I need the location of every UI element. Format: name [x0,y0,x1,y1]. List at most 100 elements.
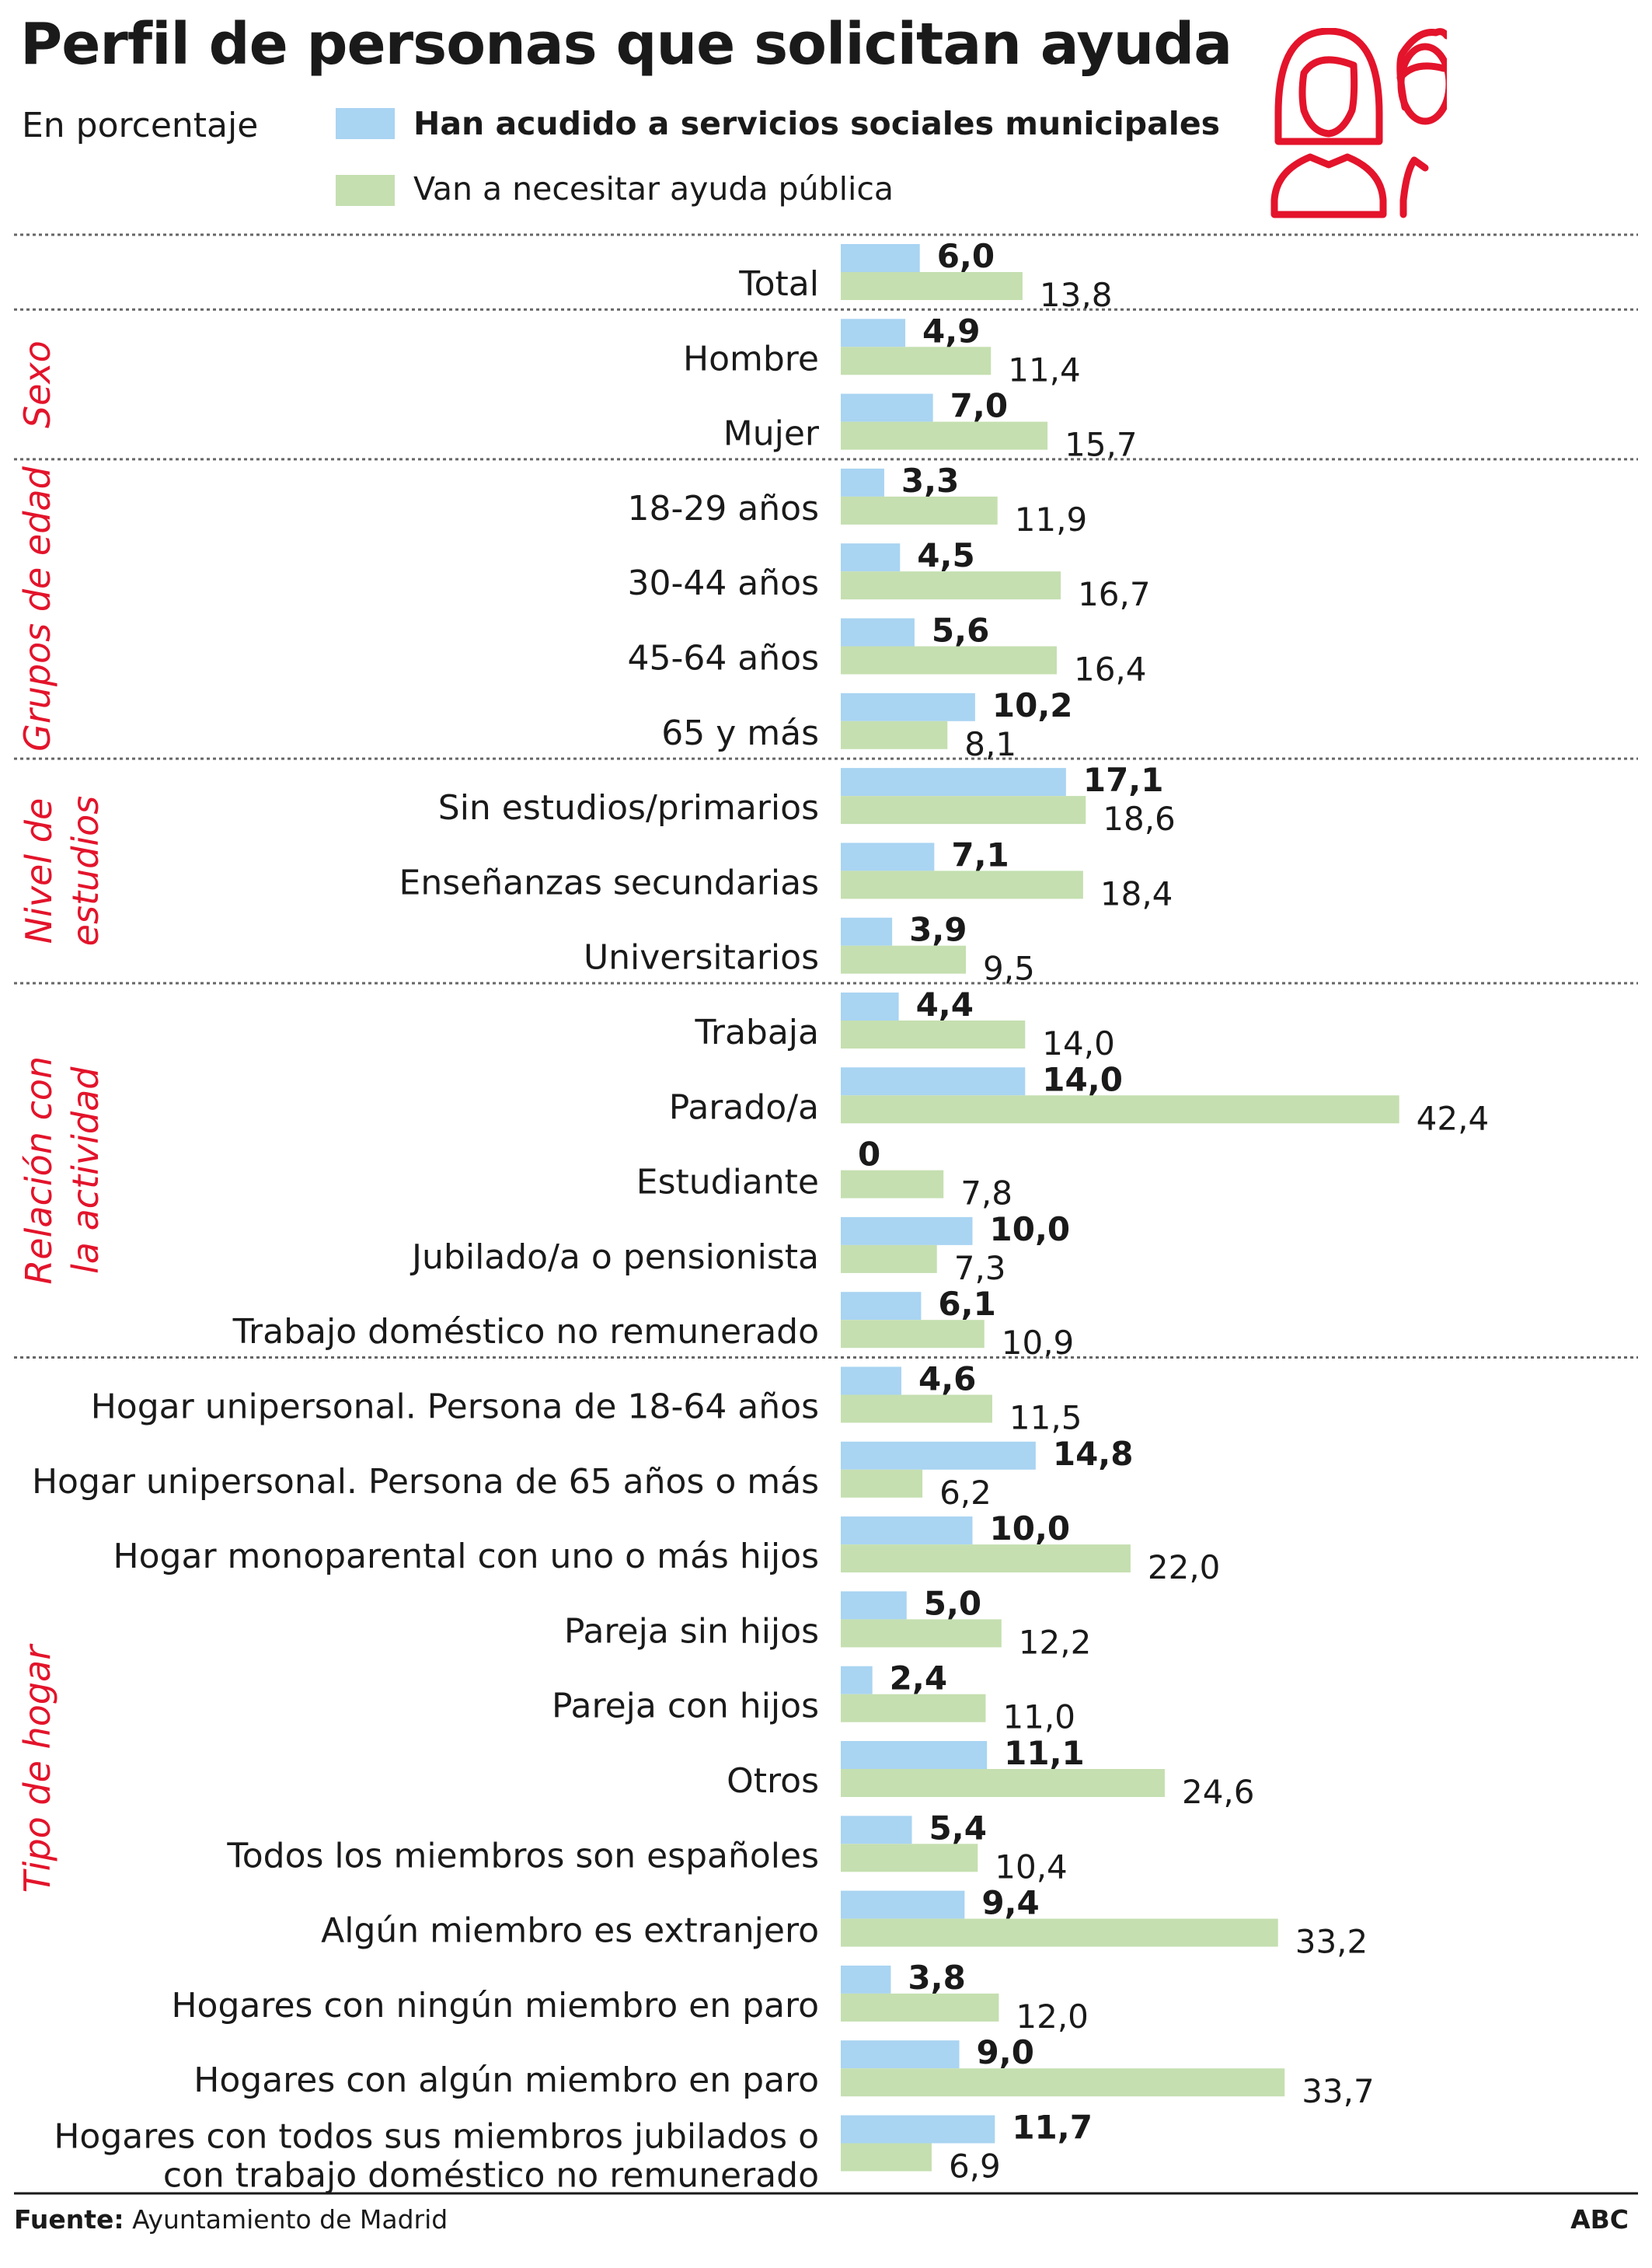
footer-source: Fuente: Ayuntamiento de Madrid [14,2204,448,2235]
bar-ayuda-publica [841,945,967,974]
category-label: Enseñanzas secundarias [399,863,819,902]
category-label: 65 y más [661,714,819,753]
value-label-servicios-sociales: 6,0 [937,237,995,275]
category-label-line-1: Hogares con todos sus miembros jubilados… [54,2117,819,2157]
value-label-ayuda-publica: 33,7 [1302,2072,1375,2110]
bar-ayuda-publica [841,1095,1399,1124]
bar-ayuda-publica [841,1244,937,1273]
value-label-servicios-sociales: 4,9 [922,312,980,350]
value-label-ayuda-publica: 6,2 [939,1474,992,1512]
bar-servicios-sociales [841,2115,995,2144]
bar-ayuda-publica [841,1769,1165,1797]
value-label-ayuda-publica: 7,3 [954,1249,1006,1287]
value-label-ayuda-publica: 11,4 [1008,351,1081,389]
value-label-servicios-sociales: 14,8 [1053,1435,1134,1473]
bar-ayuda-publica [841,721,948,749]
value-label-ayuda-publica: 11,9 [1015,501,1088,539]
value-label-ayuda-publica: 14,0 [1042,1024,1115,1062]
value-label-servicios-sociales: 11,1 [1004,1734,1085,1772]
bar-servicios-sociales [841,1890,965,1919]
bar-ayuda-publica [841,421,1048,450]
legend-label-blue: Han acudido a servicios sociales municip… [413,105,1221,142]
bar-ayuda-publica [841,1469,923,1498]
value-label-servicios-sociales: 10,2 [992,686,1073,724]
bar-ayuda-publica [841,272,1023,300]
bar-ayuda-publica [841,1918,1278,1947]
value-label-ayuda-publica: 12,2 [1019,1623,1092,1661]
bar-servicios-sociales [841,1816,912,1844]
category-label: Pareja sin hijos [564,1611,819,1651]
legend-swatch-green [336,175,395,206]
bar-ayuda-publica [841,2068,1285,2097]
chart-subtitle: En porcentaje [22,106,259,145]
category-label: Hogar monoparental con uno o más hijos [113,1537,819,1576]
value-label-servicios-sociales: 10,0 [990,1509,1071,1547]
footer-source-label: Fuente: [14,2204,124,2235]
value-label-servicios-sociales: 4,4 [916,986,974,1024]
bar-ayuda-publica [841,1394,992,1423]
bar-ayuda-publica [841,2143,932,2172]
category-label: Pareja con hijos [552,1687,819,1726]
value-label-ayuda-publica: 18,6 [1103,800,1176,838]
category-label: 45-64 años [627,639,819,679]
value-label-ayuda-publica: 42,4 [1417,1099,1490,1137]
group-label: Tipo de hogar [16,1643,58,1893]
value-label-servicios-sociales: 9,4 [981,1884,1039,1922]
value-label-ayuda-publica: 10,9 [1002,1324,1075,1362]
bar-servicios-sociales [841,693,975,721]
bar-ayuda-publica [841,1619,1002,1648]
category-label: Hogares con ningún miembro en paro [171,1986,819,2025]
category-label: Total [738,264,819,304]
bar-servicios-sociales [841,1366,901,1395]
chart-title: Perfil de personas que solicitan ayuda [20,11,1232,78]
bar-chart: Total 6,0 13,8 Hombre 4,9 11,4 Mujer 7,0 15,7 Sex… [14,233,1638,2196]
group-label: Sexo [16,340,58,428]
value-label-servicios-sociales: 10,0 [990,1210,1071,1248]
bar-servicios-sociales [841,1666,873,1694]
bar-ayuda-publica [841,1021,1026,1049]
value-label-servicios-sociales: 7,0 [950,387,1008,425]
value-label-ayuda-publica: 11,0 [1002,1698,1075,1736]
value-label-ayuda-publica: 13,8 [1040,276,1113,314]
bar-servicios-sociales [841,1441,1036,1470]
bar-ayuda-publica [841,646,1057,675]
value-label-servicios-sociales: 2,4 [890,1659,947,1698]
value-label-servicios-sociales: 9,0 [977,2033,1034,2071]
category-label-line-2: con trabajo doméstico no remunerado [163,2156,819,2196]
group-label: Relación con la actividad [18,1056,106,1285]
value-label-ayuda-publica: 16,4 [1074,651,1147,689]
category-label: 18-29 años [627,489,819,529]
bar-servicios-sociales [841,2040,960,2069]
category-label: Sin estudios/primarios [438,788,819,828]
category-label: Hogares con algún miembro en paro [193,2060,819,2100]
value-label-ayuda-publica: 10,4 [995,1848,1068,1886]
category-label: Universitarios [584,938,819,978]
bar-servicios-sociales [841,618,915,647]
value-label-ayuda-publica: 11,5 [1009,1399,1082,1437]
bar-ayuda-publica [841,1544,1131,1573]
value-label-servicios-sociales: 6,1 [938,1285,995,1323]
group-label: Grupos de edad [16,466,58,751]
category-label: Trabaja [694,1013,819,1052]
bar-servicios-sociales [841,244,920,272]
bar-ayuda-publica [841,1844,978,1872]
bar-servicios-sociales [841,468,884,497]
woman-icon [1270,28,1387,218]
value-label-servicios-sociales: 14,0 [1042,1060,1123,1098]
man-icon [1396,28,1447,218]
value-label-ayuda-publica: 16,7 [1078,575,1151,613]
legend-label-green: Van a necesitar ayuda pública [413,170,894,208]
category-label: Hombre [683,339,819,379]
value-label-ayuda-publica: 22,0 [1148,1548,1221,1586]
value-label-ayuda-publica: 7,8 [960,1174,1012,1213]
bar-servicios-sociales [841,393,933,422]
value-label-servicios-sociales: 7,1 [951,836,1009,874]
bar-ayuda-publica [841,1170,944,1199]
bar-ayuda-publica [841,871,1083,899]
value-label-servicios-sociales: 4,6 [918,1360,976,1398]
category-label: Parado/a [669,1087,819,1127]
category-label: Algún miembro es extranjero [321,1911,819,1951]
bar-ayuda-publica [841,571,1061,600]
people-icons [1270,28,1447,218]
bar-ayuda-publica [841,1694,986,1722]
